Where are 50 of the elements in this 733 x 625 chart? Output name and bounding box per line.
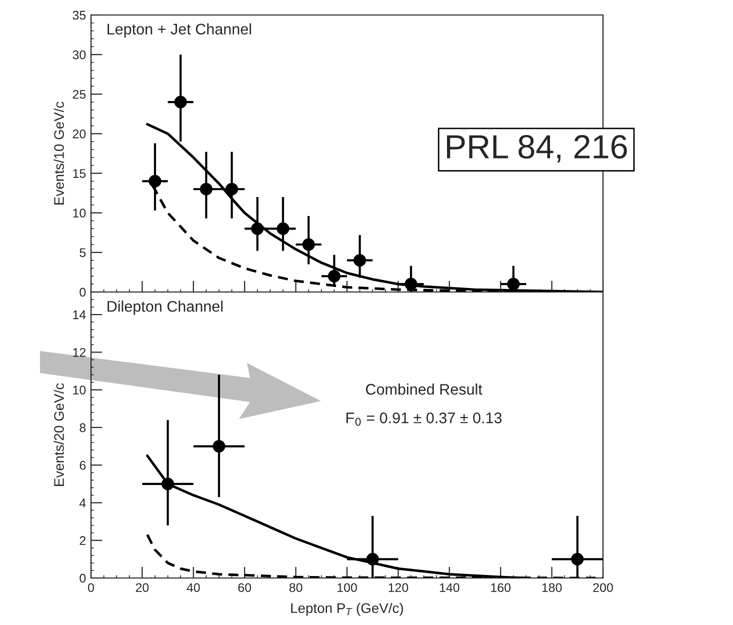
x-tick-label: 180 [542, 583, 562, 592]
y-axis-title: Events/20 GeV/c [54, 383, 64, 486]
x-tick-label: 120 [388, 583, 408, 592]
annotation: Combined Result [366, 384, 482, 395]
x-axis-title: Lepton P$_{T}$ (GeV/c) [291, 602, 403, 616]
y-tick-label: 6 [80, 460, 86, 470]
y-tick-label: 10 [73, 208, 86, 218]
y-tick-label: 35 [72, 10, 86, 20]
y-tick-label: 12 [73, 348, 86, 357]
x-tick-label: 40 [186, 583, 200, 592]
point [507, 278, 520, 290]
point [226, 182, 238, 196]
y-axis-title: Events/10 GeV/c [54, 102, 64, 204]
x-tick-label: 160 [491, 583, 511, 592]
annotation: Lepton + Jet Channel [108, 23, 252, 38]
point [148, 174, 162, 188]
point [404, 278, 418, 290]
y-tick-label: 8 [80, 423, 86, 432]
x-tick-label: 80 [289, 583, 302, 592]
point [200, 182, 212, 196]
point [212, 440, 226, 453]
y-tick-label: 20 [72, 130, 86, 138]
point [174, 96, 187, 108]
x-tick-label: 60 [238, 583, 252, 592]
annotation: F$_{0}$ = 0.91 ± 0.37 ± 0.13 [346, 412, 502, 426]
annotation: PRL 84, 216 [447, 134, 627, 163]
point [354, 254, 366, 267]
y-tick-label: 0 [80, 288, 86, 297]
x-tick-label: 140 [440, 583, 460, 592]
x-tick-label: 100 [338, 583, 357, 592]
y-tick-label: 0 [80, 574, 86, 583]
y-tick-label: 15 [73, 169, 86, 178]
point [276, 222, 290, 235]
point [571, 552, 584, 566]
y-tick-label: 10 [73, 386, 86, 394]
x-tick-label: 20 [136, 583, 149, 592]
x-tick-label: 0 [88, 583, 94, 592]
y-tick-label: 5 [80, 248, 86, 258]
y-tick-label: 4 [79, 498, 86, 508]
point [328, 270, 340, 282]
point [366, 552, 379, 566]
point [251, 222, 264, 235]
point [302, 238, 315, 251]
annotation: Dilepton Channel [108, 300, 223, 315]
y-tick-label: 25 [72, 90, 86, 99]
x-tick-label: 200 [593, 583, 613, 592]
y-tick-label: 14 [73, 310, 86, 320]
y-tick-label: 2 [80, 536, 86, 545]
point [162, 478, 174, 490]
y-tick-label: 30 [72, 50, 86, 60]
